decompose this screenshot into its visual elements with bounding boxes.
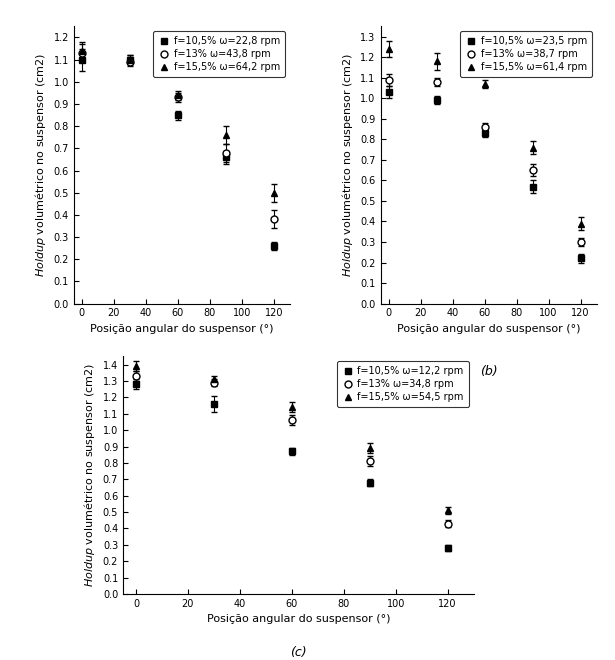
Text: (b): (b): [480, 364, 498, 378]
X-axis label: Posição angular do suspensor (°): Posição angular do suspensor (°): [207, 614, 390, 624]
X-axis label: Posição angular do suspensor (°): Posição angular do suspensor (°): [90, 324, 274, 334]
Legend: f=10,5% ω=22,8 rpm, f=13% ω=43,8 rpm, f=15,5% ω=64,2 rpm: f=10,5% ω=22,8 rpm, f=13% ω=43,8 rpm, f=…: [153, 31, 285, 77]
X-axis label: Posição angular do suspensor (°): Posição angular do suspensor (°): [397, 324, 581, 334]
Text: (a): (a): [173, 364, 191, 378]
Y-axis label: $\it{Holdup}$ volumétrico no suspensor (cm2): $\it{Holdup}$ volumétrico no suspensor (…: [33, 53, 48, 277]
Legend: f=10,5% ω=23,5 rpm, f=13% ω=38,7 rpm, f=15,5% ω=61,4 rpm: f=10,5% ω=23,5 rpm, f=13% ω=38,7 rpm, f=…: [460, 31, 592, 77]
Y-axis label: $\it{Holdup}$ volumétrico no suspensor (cm2): $\it{Holdup}$ volumétrico no suspensor (…: [339, 53, 355, 277]
Legend: f=10,5% ω=12,2 rpm, f=13% ω=34,8 rpm, f=15,5% ω=54,5 rpm: f=10,5% ω=12,2 rpm, f=13% ω=34,8 rpm, f=…: [337, 361, 469, 407]
Y-axis label: $\it{Holdup}$ volumétrico no suspensor (cm2): $\it{Holdup}$ volumétrico no suspensor (…: [82, 363, 97, 587]
Text: (c): (c): [290, 646, 307, 659]
